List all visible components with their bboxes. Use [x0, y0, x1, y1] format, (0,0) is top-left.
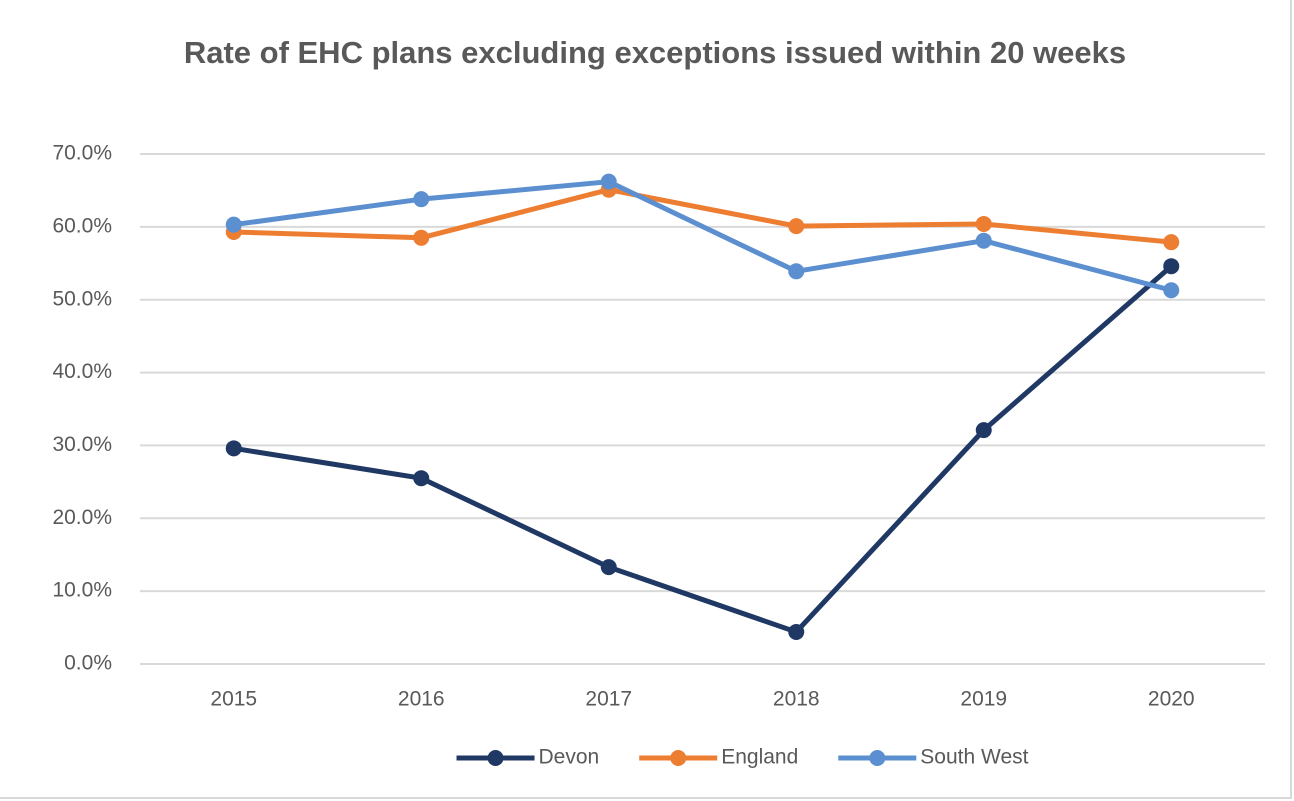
- data-point: [975, 232, 992, 249]
- data-point: [413, 191, 430, 208]
- y-tick-label: 60.0%: [52, 214, 112, 237]
- data-point: [975, 215, 992, 232]
- x-tick-label: 2016: [398, 688, 445, 711]
- x-tick-label: 2018: [773, 688, 820, 711]
- legend-label: England: [721, 746, 798, 769]
- data-point: [225, 440, 242, 457]
- data-point: [413, 470, 430, 487]
- y-tick-label: 50.0%: [52, 287, 112, 310]
- x-tick-label: 2015: [210, 688, 257, 711]
- data-point: [788, 623, 805, 640]
- legend-marker: [869, 750, 886, 766]
- series-line: [233, 179, 1172, 293]
- data-point: [975, 422, 992, 439]
- data-point: [600, 173, 617, 190]
- y-tick-label: 20.0%: [52, 506, 112, 529]
- data-point: [788, 218, 805, 235]
- series-line: [233, 264, 1173, 635]
- legend-label: Devon: [539, 746, 600, 769]
- x-tick-label: 2019: [960, 688, 1007, 711]
- chart-title: Rate of EHC plans excluding exceptions i…: [183, 35, 1127, 70]
- legend-label: South West: [920, 746, 1028, 769]
- x-tick-label: 2017: [585, 688, 632, 711]
- data-point: [1163, 234, 1180, 251]
- y-tick-label: 30.0%: [52, 433, 112, 456]
- legend-marker: [670, 750, 687, 766]
- data-point: [413, 229, 430, 246]
- y-tick-label: 10.0%: [52, 579, 112, 602]
- y-tick-label: 40.0%: [52, 360, 112, 383]
- x-tick-label: 2020: [1148, 688, 1195, 711]
- y-tick-label: 0.0%: [64, 652, 112, 675]
- data-point: [1163, 258, 1180, 275]
- data-point: [600, 559, 617, 576]
- legend-marker: [487, 750, 504, 766]
- data-point: [225, 216, 242, 233]
- data-point: [1163, 282, 1180, 299]
- data-point: [788, 263, 805, 280]
- y-tick-label: 70.0%: [52, 142, 112, 165]
- series-line: [233, 187, 1172, 245]
